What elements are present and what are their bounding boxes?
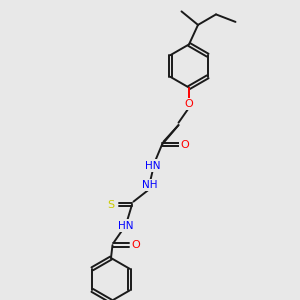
Text: NH: NH — [142, 180, 158, 190]
Text: S: S — [107, 200, 115, 210]
Text: O: O — [131, 240, 140, 250]
Text: O: O — [181, 140, 190, 150]
Text: HN: HN — [145, 160, 161, 171]
Text: O: O — [184, 99, 194, 109]
Text: HN: HN — [118, 220, 134, 231]
